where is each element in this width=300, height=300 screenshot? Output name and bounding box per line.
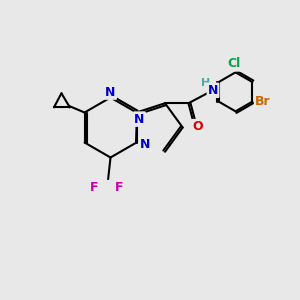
Text: N: N — [134, 112, 145, 126]
Text: N: N — [105, 85, 116, 99]
Text: N: N — [208, 84, 218, 97]
Text: Cl: Cl — [227, 57, 241, 70]
Text: H: H — [201, 78, 210, 88]
Text: N: N — [140, 137, 150, 151]
Text: F: F — [90, 181, 99, 194]
Text: O: O — [192, 120, 203, 133]
Text: F: F — [115, 181, 124, 194]
Text: Br: Br — [255, 95, 271, 108]
